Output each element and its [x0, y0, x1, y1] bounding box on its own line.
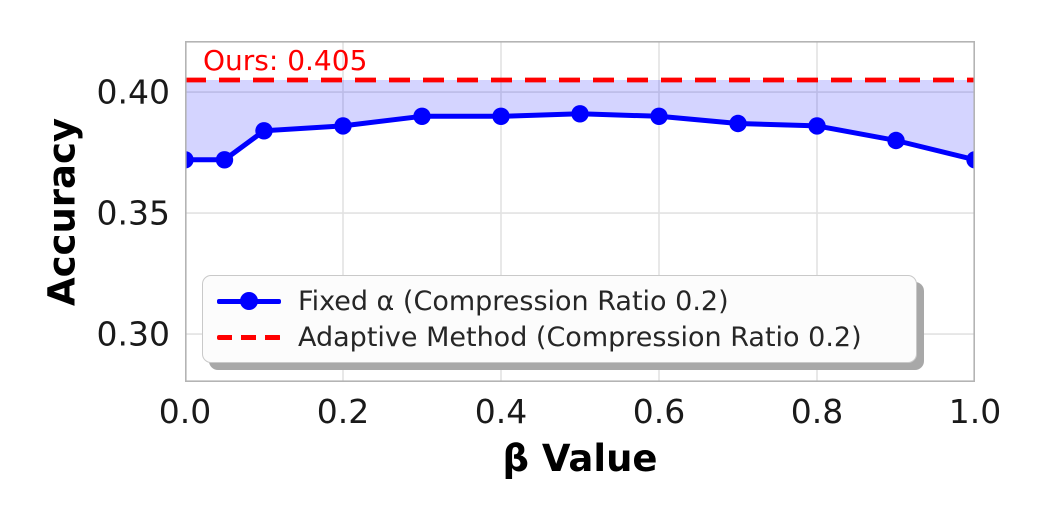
data-point-marker — [650, 107, 668, 126]
plot-canvas — [185, 41, 975, 382]
data-point-marker — [966, 151, 975, 169]
x-tick-label: 0.0 — [158, 392, 212, 431]
blue-dot-icon — [240, 292, 258, 310]
data-point-marker — [255, 122, 273, 140]
shaded-region — [185, 80, 975, 160]
plot-area: Ours: 0.405 — [185, 41, 975, 382]
x-axis-label: β Value — [502, 437, 658, 480]
blue-line-marker-icon — [217, 292, 281, 310]
data-point-marker — [729, 114, 747, 133]
x-tick-label: 0.4 — [474, 392, 528, 431]
y-tick-label: 0.30 — [96, 314, 170, 354]
data-point-marker — [185, 151, 194, 169]
plot-border — [185, 41, 975, 382]
data-point-marker — [571, 105, 589, 123]
x-tick-label: 0.8 — [790, 392, 844, 431]
ours-annotation: Ours: 0.405 — [203, 43, 368, 77]
data-point-marker — [492, 107, 510, 126]
red-dashed-line-icon — [217, 334, 281, 340]
y-tick-label: 0.40 — [96, 72, 170, 112]
data-point-marker — [413, 107, 431, 126]
x-tick-label: 0.6 — [632, 392, 686, 431]
legend-item-adaptive-method: Adaptive Method (Compression Ratio 0.2) — [217, 319, 902, 355]
legend-label-fixed-alpha: Fixed α (Compression Ratio 0.2) — [298, 285, 729, 317]
data-point-marker — [215, 151, 234, 169]
x-tick-label: 0.2 — [316, 392, 370, 431]
x-tick-label: 1.0 — [948, 392, 1002, 431]
data-point-marker — [808, 117, 826, 135]
data-point-marker — [887, 131, 905, 150]
data-point-marker — [334, 117, 352, 135]
legend-item-fixed-alpha: Fixed α (Compression Ratio 0.2) — [217, 283, 902, 319]
legend-label-adaptive-method: Adaptive Method (Compression Ratio 0.2) — [298, 321, 862, 353]
legend: Fixed α (Compression Ratio 0.2) Adaptive… — [202, 275, 917, 363]
y-tick-label: 0.35 — [96, 193, 170, 233]
